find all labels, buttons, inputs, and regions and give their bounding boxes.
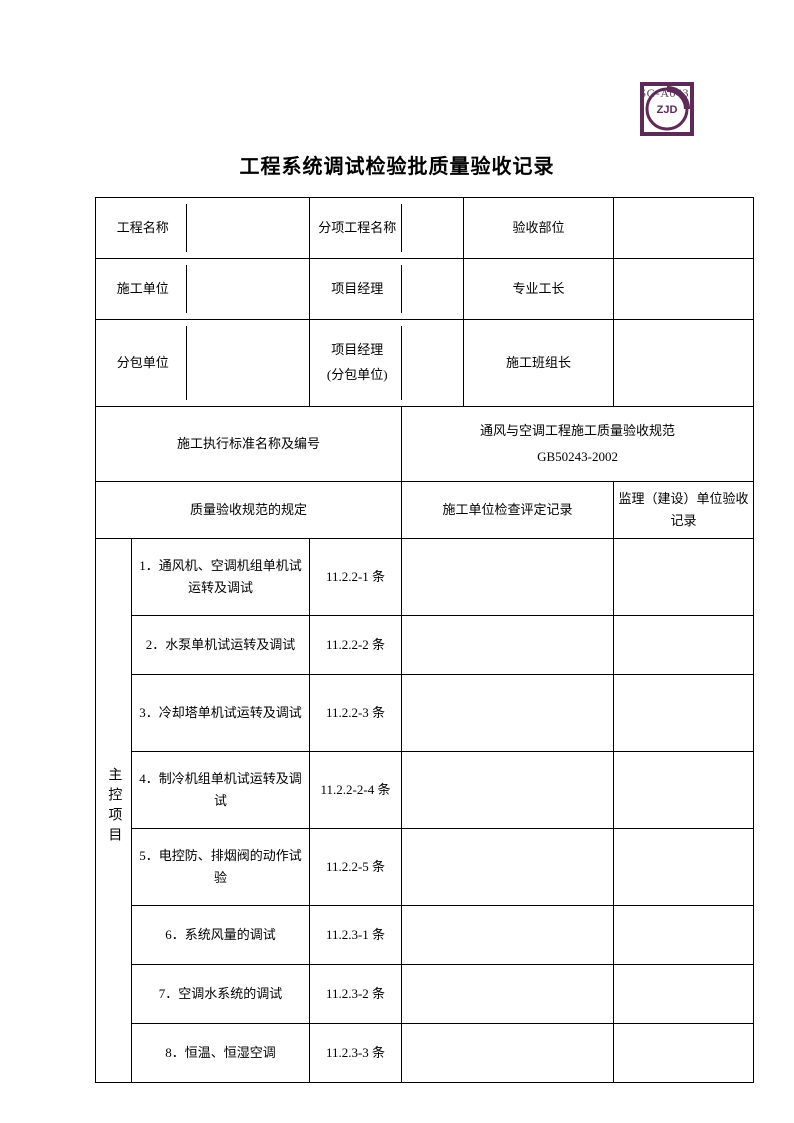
table-row: 4．制冷机组单机试运转及调试 11.2.2-2-4 条: [96, 752, 754, 829]
item-desc: 3．冷却塔单机试运转及调试: [132, 675, 310, 752]
item-sup[interactable]: [614, 906, 754, 965]
item-clause: 11.2.2-2 条: [310, 616, 402, 675]
value-foreman[interactable]: [614, 259, 754, 320]
value-pm[interactable]: [401, 265, 459, 313]
item-desc: 2．水泵单机试运转及调试: [132, 616, 310, 675]
item-clause: 11.2.3-1 条: [310, 906, 402, 965]
item-sup[interactable]: [614, 965, 754, 1024]
value-pm-sub[interactable]: [401, 326, 459, 400]
item-sup[interactable]: [614, 616, 754, 675]
table-row: 2．水泵单机试运转及调试 11.2.2-2 条: [96, 616, 754, 675]
table-row: 7．空调水系统的调试 11.2.3-2 条: [96, 965, 754, 1024]
item-clause: 11.2.2-1 条: [310, 539, 402, 616]
label-pm: 项目经理: [314, 265, 401, 313]
value-standard: 通风与空调工程施工质量验收规范GB50243-2002: [402, 407, 754, 482]
item-clause: 11.2.3-2 条: [310, 965, 402, 1024]
col-spec: 质量验收规范的规定: [96, 482, 402, 539]
table-row: 质量验收规范的规定 施工单位检查评定记录 监理（建设）单位验收记录: [96, 482, 754, 539]
item-clause: 11.2.2-5 条: [310, 829, 402, 906]
label-standard: 施工执行标准名称及编号: [96, 407, 402, 482]
item-desc: 8．恒温、恒湿空调: [132, 1024, 310, 1083]
item-sup[interactable]: [614, 675, 754, 752]
item-desc: 1．通风机、空调机组单机试运转及调试: [132, 539, 310, 616]
value-subitem[interactable]: [401, 204, 459, 252]
item-sup[interactable]: [614, 539, 754, 616]
table-row: 主控项目 1．通风机、空调机组单机试运转及调试 11.2.2-1 条: [96, 539, 754, 616]
table-row: 分包单位 项目经理(分包单位) 施工班组长: [96, 320, 754, 407]
label-project-name: 工程名称: [96, 198, 310, 259]
table-row: 5．电控防、排烟阀的动作试验 11.2.2-5 条: [96, 829, 754, 906]
label-constr-unit: 施工单位: [100, 265, 186, 313]
value-team-leader[interactable]: [614, 320, 754, 407]
page-title: 工程系统调试检验批质量验收记录: [95, 150, 699, 179]
item-desc: 6．系统风量的调试: [132, 906, 310, 965]
record-table: 工程名称 分项工程名称 验收部位 施工单位: [95, 197, 754, 1083]
item-sup[interactable]: [614, 829, 754, 906]
table-row: 工程名称 分项工程名称 验收部位: [96, 198, 754, 259]
stamp-icon: ZJD: [638, 80, 696, 138]
item-check[interactable]: [402, 906, 614, 965]
label-sub-unit: 分包单位: [100, 326, 186, 400]
label-accept-pos: 验收部位: [464, 198, 614, 259]
label-team-leader: 施工班组长: [464, 320, 614, 407]
item-clause: 11.2.2-2-4 条: [310, 752, 402, 829]
col-supervise: 监理（建设）单位验收记录: [614, 482, 754, 539]
label-pm-sub: 项目经理(分包单位): [314, 326, 401, 400]
value-accept-pos[interactable]: [614, 198, 754, 259]
col-check: 施工单位检查评定记录: [402, 482, 614, 539]
item-check[interactable]: [402, 829, 614, 906]
item-check[interactable]: [402, 1024, 614, 1083]
value-project-name[interactable]: [186, 204, 305, 252]
item-sup[interactable]: [614, 752, 754, 829]
item-check[interactable]: [402, 539, 614, 616]
table-row: 6．系统风量的调试 11.2.3-1 条: [96, 906, 754, 965]
table-row: 施工执行标准名称及编号 通风与空调工程施工质量验收规范GB50243-2002: [96, 407, 754, 482]
item-check[interactable]: [402, 616, 614, 675]
svg-text:ZJD: ZJD: [657, 104, 678, 116]
label-foreman: 专业工长: [464, 259, 614, 320]
item-check[interactable]: [402, 965, 614, 1024]
table-row: 8．恒温、恒湿空调 11.2.3-3 条: [96, 1024, 754, 1083]
item-clause: 11.2.2-3 条: [310, 675, 402, 752]
item-desc: 7．空调水系统的调试: [132, 965, 310, 1024]
item-desc: 4．制冷机组单机试运转及调试: [132, 752, 310, 829]
item-check[interactable]: [402, 675, 614, 752]
category-main: 主控项目: [96, 539, 132, 1083]
item-clause: 11.2.3-3 条: [310, 1024, 402, 1083]
value-constr-unit[interactable]: [186, 265, 305, 313]
item-desc: 5．电控防、排烟阀的动作试验: [132, 829, 310, 906]
value-sub-unit[interactable]: [186, 326, 305, 400]
item-sup[interactable]: [614, 1024, 754, 1083]
item-check[interactable]: [402, 752, 614, 829]
table-row: 3．冷却塔单机试运转及调试 11.2.2-3 条: [96, 675, 754, 752]
label-subitem: 分项工程名称: [310, 198, 464, 259]
table-row: 施工单位 项目经理 专业工长: [96, 259, 754, 320]
